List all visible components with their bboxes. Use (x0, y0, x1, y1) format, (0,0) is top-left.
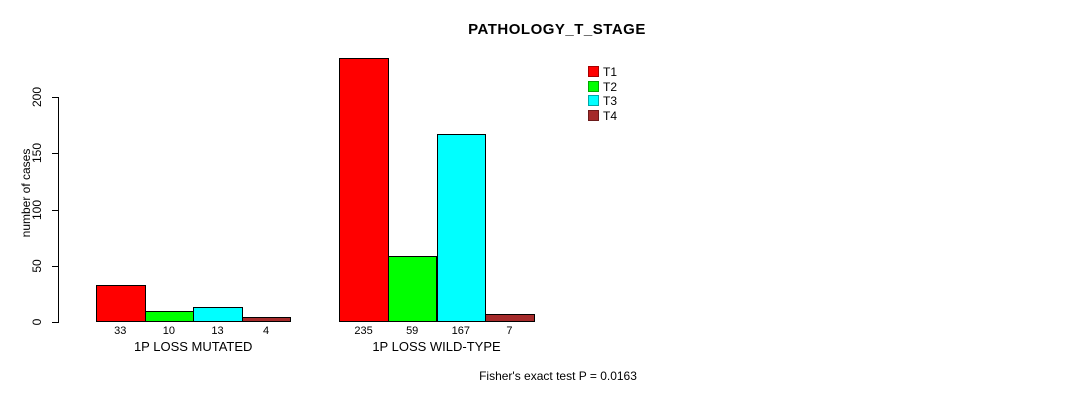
chart-footnote: Fisher's exact test P = 0.0163 (479, 369, 637, 383)
y-tick (52, 209, 59, 211)
bar-t3-2 (436, 134, 487, 322)
y-tick-label: 150 (30, 143, 44, 164)
bar-value-label: 4 (263, 325, 270, 337)
bar-t3-1 (193, 307, 243, 322)
y-tick-label: 50 (30, 259, 44, 273)
legend-label-t1: T1 (603, 65, 618, 79)
bar-value-label: 13 (211, 325, 224, 337)
y-tick-label: 0 (30, 318, 44, 326)
bar-value-label: 235 (354, 325, 373, 337)
bar-t2-1 (144, 311, 195, 322)
legend-swatch-t3 (588, 95, 599, 107)
chart-title: PATHOLOGY_T_STAGE (468, 21, 646, 38)
y-tick (52, 97, 59, 98)
bar-value-label: 59 (406, 325, 419, 337)
bar-value-label: 10 (162, 325, 176, 337)
x-group-label: 1P LOSS WILD-TYPE (372, 339, 501, 354)
legend-swatch-t4 (588, 110, 599, 122)
bar-t2-2 (387, 256, 438, 322)
bar-t1-1 (96, 285, 146, 322)
legend-label-t4: T4 (603, 109, 618, 124)
legend-swatch-t2 (588, 80, 599, 92)
y-tick (52, 153, 59, 155)
bar-t4-1 (241, 317, 292, 322)
bar-t4-2 (485, 314, 535, 322)
bar-value-label: 167 (451, 325, 470, 337)
bar-value-label: 7 (506, 325, 513, 337)
bar-t1-2 (339, 58, 389, 322)
y-tick (52, 265, 59, 267)
y-tick (52, 322, 59, 323)
legend-label-t2: T2 (603, 79, 618, 94)
bar-value-label: 33 (114, 325, 127, 337)
legend-label-t3: T3 (603, 94, 618, 109)
legend-swatch-t1 (588, 66, 599, 77)
x-group-label: 1P LOSS MUTATED (133, 339, 253, 354)
y-tick-label: 200 (30, 86, 44, 108)
y-tick-label: 100 (30, 199, 44, 220)
